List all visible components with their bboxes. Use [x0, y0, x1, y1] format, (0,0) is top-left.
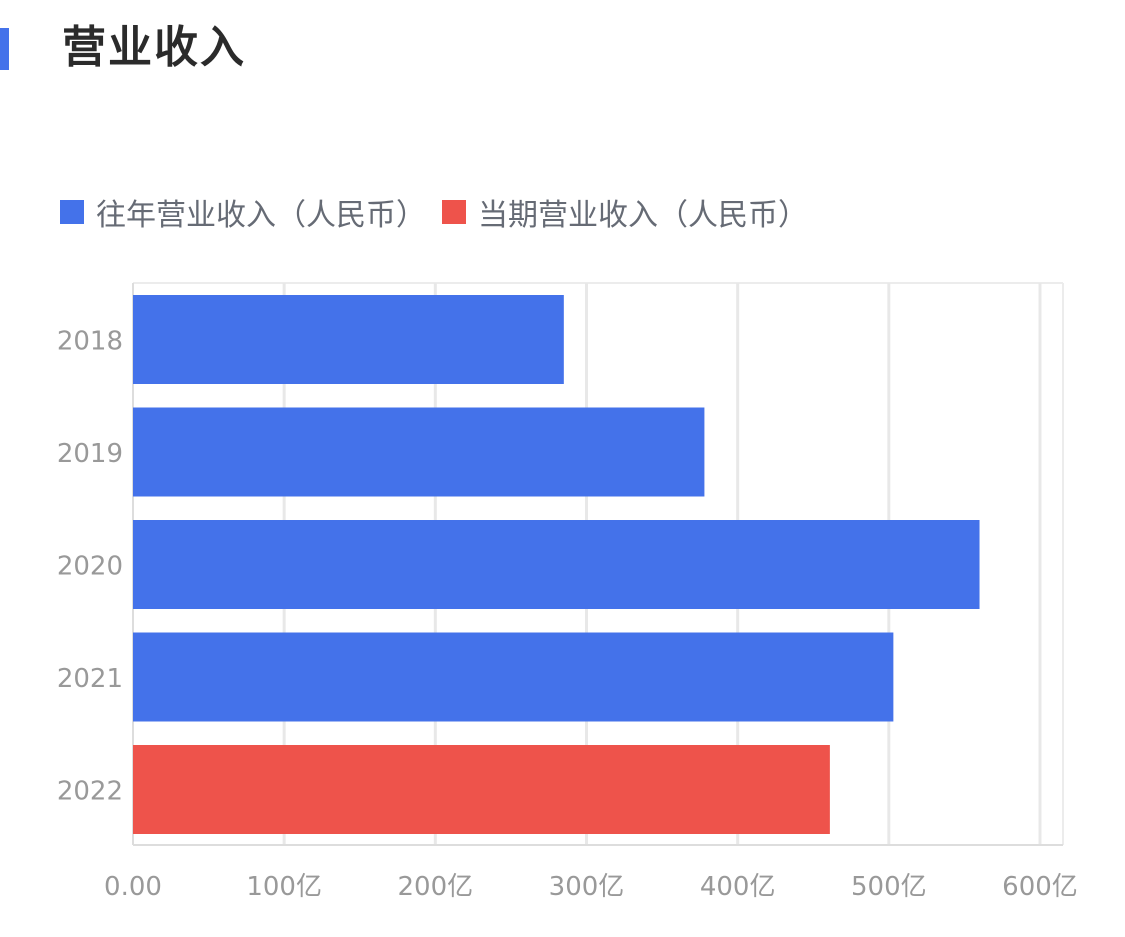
x-tick-label-6: 600亿	[1002, 872, 1078, 902]
y-tick-label-2019: 2019	[57, 439, 123, 469]
y-tick-label-2020: 2020	[57, 552, 123, 582]
y-tick-label-2022: 2022	[57, 777, 123, 807]
y-tick-label-2018: 2018	[57, 327, 123, 357]
legend-item-current[interactable]: 当期营业收入（人民币）	[442, 190, 808, 234]
x-tick-label-1: 100亿	[246, 872, 322, 902]
x-tick-label-4: 400亿	[700, 872, 776, 902]
x-tick-label-3: 300亿	[549, 872, 625, 902]
x-tick-label-5: 500亿	[851, 872, 927, 902]
legend-item-past[interactable]: 往年营业收入（人民币）	[60, 190, 426, 234]
bar-2020	[133, 520, 980, 609]
title-accent-bar	[0, 28, 9, 70]
y-tick-label-2021: 2021	[57, 664, 123, 694]
legend-label-past: 往年营业收入（人民币）	[96, 198, 426, 233]
page-title: 营业收入	[62, 22, 246, 73]
legend-swatch-current	[442, 200, 466, 224]
bar-2018	[133, 295, 564, 384]
legend-label-current: 当期营业收入（人民币）	[478, 198, 808, 233]
chart-legend: 往年营业收入（人民币） 当期营业收入（人民币）	[60, 190, 824, 234]
x-tick-label-0: 0.00	[104, 872, 162, 902]
legend-swatch-past	[60, 200, 84, 224]
bar-2022	[133, 745, 830, 834]
x-tick-label-2: 200亿	[398, 872, 474, 902]
bar-2021	[133, 632, 894, 722]
bar-2019	[133, 407, 705, 497]
